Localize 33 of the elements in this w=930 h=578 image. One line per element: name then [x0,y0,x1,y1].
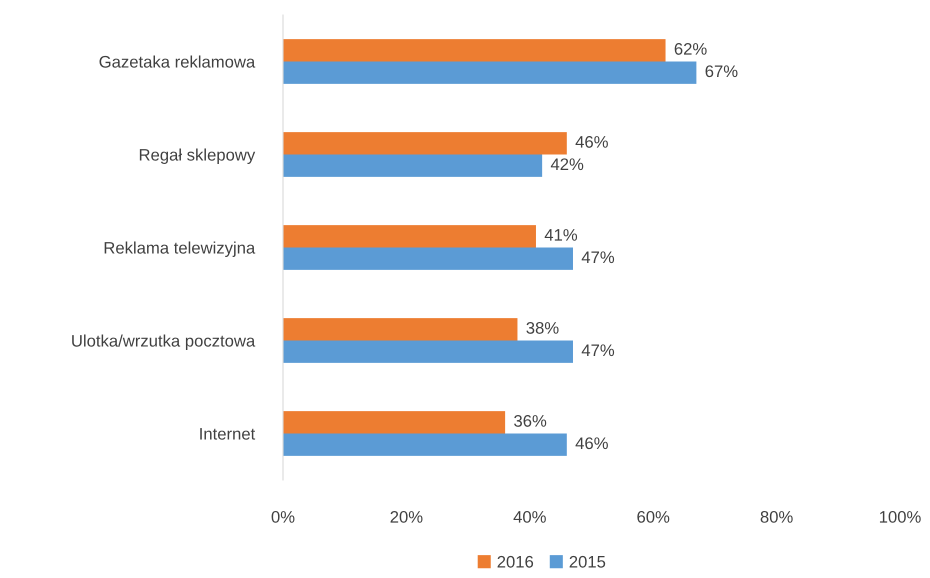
x-tick-label: 40% [514,510,546,523]
data-label: 46% [576,437,608,450]
bar [283,248,573,270]
x-tick-label: 20% [390,510,422,523]
bar [283,225,536,248]
bar [283,39,666,62]
x-tick-label: 80% [760,510,793,523]
bar [283,434,567,456]
y-tick-label: Reklama telewizyjna [104,241,256,257]
data-label: 41% [544,229,578,241]
data-label: 36% [514,415,546,427]
y-tick-label: Internet [200,428,256,440]
bar [283,154,542,177]
data-label: 47% [582,344,614,356]
bar [283,132,567,154]
data-label: 38% [526,322,559,334]
bar [283,411,506,434]
y-tick-label: Gazetaka reklamowa [100,55,256,68]
x-tick-label: 100% [880,510,921,523]
data-label: 46% [576,136,608,148]
y-tick-label: Regał sklepowy [140,148,256,164]
legend-label: 2016 [498,556,534,568]
data-label: 62% [674,43,707,55]
x-tick-label: 0% [272,510,294,523]
data-label: 47% [582,251,614,264]
bar [283,318,518,340]
x-tick-label: 60% [637,510,670,523]
legend-label: 2015 [570,556,606,568]
data-label: 67% [706,65,738,78]
bar [283,62,696,84]
bar [283,340,573,363]
data-label: 42% [550,158,584,170]
y-tick-label: Ulotka/wrzutka pocztowa [72,334,256,350]
